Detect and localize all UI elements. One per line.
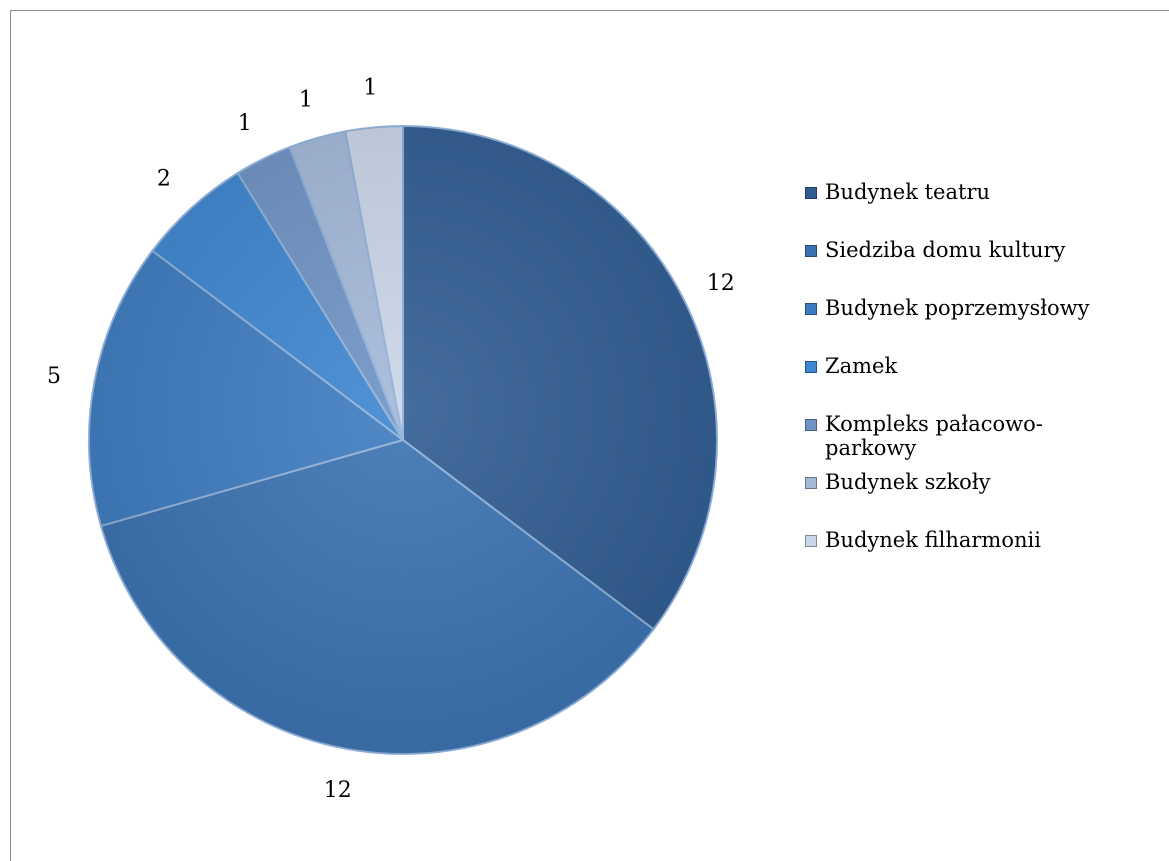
data-label-1: 12 <box>707 271 735 296</box>
legend-label: Siedziba domu kultury <box>825 238 1066 262</box>
data-labels: 12 12 5 2 1 1 1 <box>47 76 735 803</box>
legend-label: Budynek teatru <box>825 180 991 204</box>
chart-frame <box>10 10 1169 861</box>
legend-item-7: Budynek filharmonii <box>805 528 1165 586</box>
data-label-3: 5 <box>47 364 61 389</box>
data-label-4: 2 <box>157 167 171 192</box>
data-label-6: 1 <box>299 88 313 113</box>
legend-swatch <box>805 477 817 489</box>
legend-label: Budynek filharmonii <box>825 528 1041 552</box>
legend-item-3: Budynek poprzemysłowy <box>805 296 1165 354</box>
legend-swatch <box>805 303 817 315</box>
legend-swatch <box>805 535 817 547</box>
data-label-2: 12 <box>324 778 352 803</box>
data-label-7: 1 <box>363 76 377 101</box>
legend-label: Kompleks pałacowo-parkowy <box>825 412 1043 460</box>
legend-item-5: Kompleks pałacowo-parkowy <box>805 412 1165 470</box>
legend-item-1: Budynek teatru <box>805 180 1165 238</box>
legend-swatch <box>805 187 817 199</box>
pie-slices <box>88 124 718 755</box>
legend-item-2: Siedziba domu kultury <box>805 238 1165 296</box>
legend: Budynek teatru Siedziba domu kultury Budyn… <box>805 180 1165 586</box>
data-label-5: 1 <box>238 111 252 136</box>
legend-swatch <box>805 419 817 431</box>
legend-item-4: Zamek <box>805 354 1165 412</box>
legend-item-6: Budynek szkoły <box>805 470 1165 528</box>
legend-label: Budynek poprzemysłowy <box>825 296 1090 320</box>
legend-label: Budynek szkoły <box>825 470 991 494</box>
legend-label: Zamek <box>825 354 898 378</box>
legend-swatch <box>805 361 817 373</box>
legend-swatch <box>805 245 817 257</box>
